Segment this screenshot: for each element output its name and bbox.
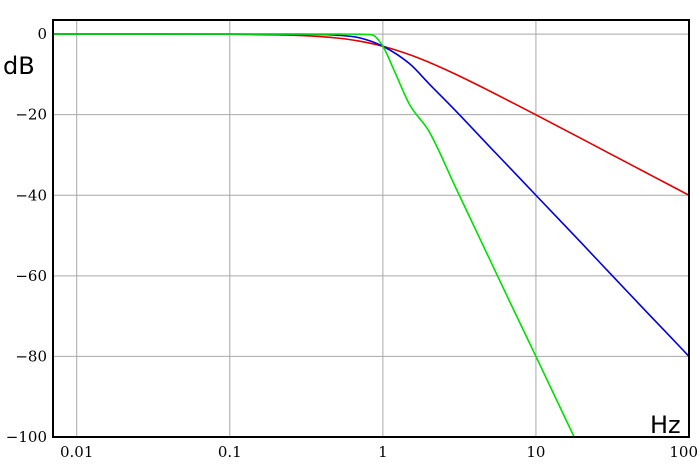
x-tick-label: 10 [526,443,545,461]
y-tick-label: −100 [6,428,47,446]
y-axis-label: dB [3,52,35,80]
series-group [53,33,689,437]
x-tick-label: 0.01 [60,443,93,461]
y-tick-label: −40 [15,186,47,204]
x-axis-label: Hz [650,411,681,439]
x-tick-label: 1 [378,443,388,461]
plot-frame [52,19,690,438]
y-tick-labels: 0 −20 −40 −60 −80 −100 [6,25,47,446]
x-tick-labels: 0.01 0.1 1 10 100 [60,443,698,461]
x-tick-label: 100 [669,443,698,461]
y-tick-label: 0 [37,25,47,43]
x-tick-label: 0.1 [218,443,242,461]
y-tick-label: −20 [15,106,47,124]
series-line-3 [53,33,576,437]
grid [53,20,689,437]
y-tick-label: −60 [15,267,47,285]
y-tick-label: −80 [15,347,47,365]
